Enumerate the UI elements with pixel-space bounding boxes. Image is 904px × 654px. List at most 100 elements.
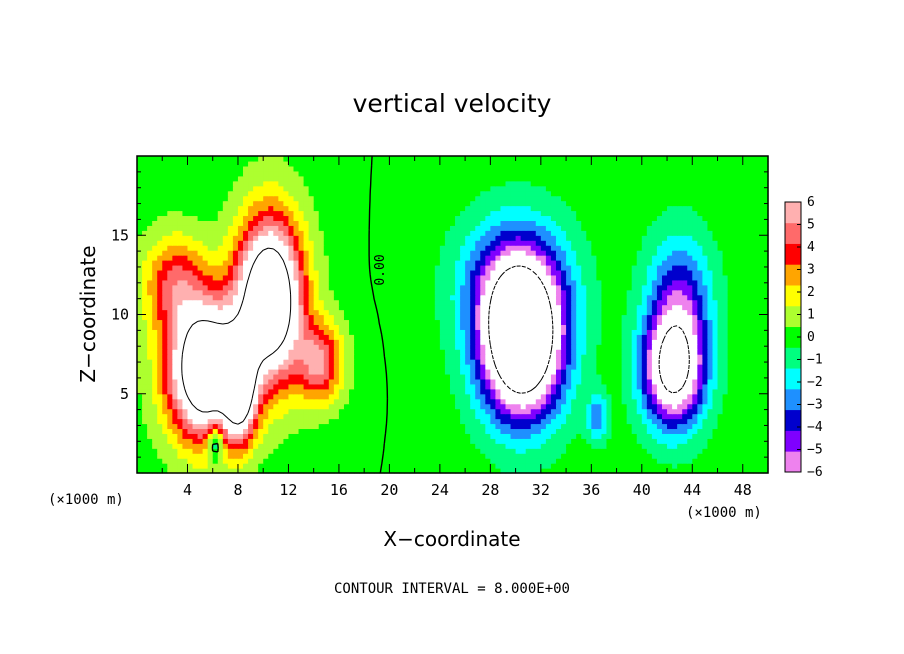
heatmap-cell <box>500 408 507 415</box>
heatmap-cell <box>248 418 254 425</box>
heatmap-cell <box>555 309 562 316</box>
heatmap-cell <box>318 344 325 350</box>
heatmap-cell <box>712 463 719 469</box>
heatmap-cell <box>672 443 678 449</box>
heatmap-cell <box>328 284 335 291</box>
heatmap-cell <box>672 418 678 425</box>
heatmap-cell <box>449 279 456 286</box>
heatmap-cell <box>611 378 618 385</box>
heatmap-cell <box>641 339 648 345</box>
heatmap-cell <box>349 334 355 340</box>
heatmap-cell <box>601 378 608 385</box>
heatmap-cell <box>197 388 204 395</box>
heatmap-cell <box>369 354 375 360</box>
heatmap-cell <box>152 423 158 430</box>
heatmap-cell <box>722 324 729 330</box>
heatmap-cell <box>722 403 729 410</box>
heatmap-cell <box>596 364 603 370</box>
heatmap-cell <box>212 314 219 321</box>
heatmap-cell <box>237 463 244 469</box>
heatmap-cell <box>616 393 623 400</box>
heatmap-cell <box>177 354 184 360</box>
heatmap-cell <box>722 418 729 425</box>
heatmap-cell <box>520 329 527 335</box>
heatmap-cell <box>732 393 739 400</box>
heatmap-cell <box>404 368 411 375</box>
heatmap-cell <box>682 319 688 325</box>
heatmap-cell <box>142 284 148 291</box>
heatmap-cell <box>232 344 239 350</box>
heatmap-cell <box>661 368 668 375</box>
heatmap-cell <box>434 378 441 385</box>
heatmap-cell <box>732 463 739 469</box>
heatmap-cell <box>762 428 769 434</box>
heatmap-cell <box>515 324 522 330</box>
heatmap-cell <box>429 274 436 281</box>
heatmap-cell <box>515 388 522 395</box>
heatmap-cell <box>318 458 325 464</box>
heatmap-cell <box>520 438 527 444</box>
heatmap-cell <box>197 294 204 301</box>
heatmap-cell <box>601 463 608 469</box>
heatmap-cell <box>268 364 274 370</box>
heatmap-cell <box>555 378 562 385</box>
heatmap-cell <box>480 383 486 390</box>
heatmap-cell <box>475 433 481 439</box>
heatmap-cell <box>702 408 709 415</box>
heatmap-cell <box>727 354 734 360</box>
heatmap-cell <box>409 413 416 420</box>
heatmap-cell <box>742 339 749 345</box>
heatmap-cell <box>419 378 426 385</box>
heatmap-cell <box>762 364 769 370</box>
heatmap-cell <box>697 354 703 360</box>
heatmap-cell <box>455 314 461 321</box>
heatmap-cell <box>243 453 249 459</box>
heatmap-cell <box>298 289 305 296</box>
heatmap-cell <box>757 418 764 425</box>
heatmap-cell <box>248 463 254 469</box>
heatmap-cell <box>369 279 375 286</box>
heatmap-cell <box>525 334 532 340</box>
heatmap-cell <box>399 403 406 410</box>
heatmap-cell <box>561 284 567 291</box>
heatmap-cell <box>571 378 577 385</box>
heatmap-cell <box>293 398 300 405</box>
heatmap-cell <box>313 443 320 449</box>
heatmap-cell <box>460 443 466 449</box>
heatmap-cell <box>298 438 305 444</box>
heatmap-cell <box>192 453 199 459</box>
heatmap-cell <box>152 388 158 395</box>
heatmap-cell <box>313 354 320 360</box>
heatmap-cell <box>404 413 411 420</box>
heatmap-cell <box>480 463 486 469</box>
heatmap-cell <box>142 463 148 469</box>
heatmap-cell <box>399 428 406 434</box>
heatmap-cell <box>566 364 572 370</box>
heatmap-cell <box>611 438 618 444</box>
heatmap-cell <box>177 433 184 439</box>
heatmap-cell <box>384 433 390 439</box>
heatmap-cell <box>197 393 204 400</box>
heatmap-cell <box>480 443 486 449</box>
heatmap-cell <box>217 284 224 291</box>
heatmap-cell <box>747 403 754 410</box>
heatmap-cell <box>661 329 668 335</box>
heatmap-cell <box>545 309 552 316</box>
heatmap-cell <box>651 423 658 430</box>
heatmap-cell <box>207 364 214 370</box>
heatmap-cell <box>202 299 209 306</box>
heatmap-cell <box>626 319 633 325</box>
heatmap-cell <box>157 289 163 296</box>
heatmap-cell <box>177 289 184 296</box>
heatmap-cell <box>576 378 582 385</box>
heatmap-cell <box>636 368 643 375</box>
heatmap-cell <box>137 398 143 405</box>
heatmap-cell <box>439 418 446 425</box>
heatmap-cell <box>359 468 365 474</box>
heatmap-cell <box>667 398 673 405</box>
heatmap-cell <box>354 433 360 439</box>
heatmap-cell <box>308 468 315 474</box>
heatmap-cell <box>566 299 572 306</box>
heatmap-cell <box>621 378 628 385</box>
heatmap-cell <box>207 294 214 301</box>
